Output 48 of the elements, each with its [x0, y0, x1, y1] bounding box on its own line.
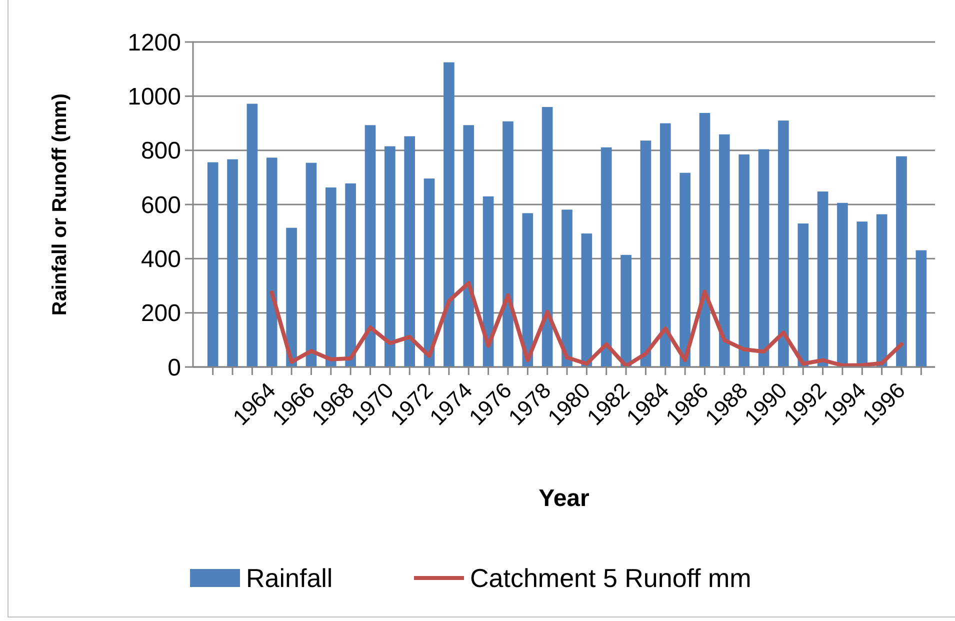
bar: [286, 228, 297, 367]
bar: [660, 123, 671, 367]
x-axis-title: Year: [538, 485, 590, 512]
bar: [266, 158, 278, 367]
bar: [463, 125, 474, 367]
bar: [718, 134, 730, 367]
bar: [916, 250, 927, 367]
bar: [680, 172, 690, 367]
bar: [562, 210, 572, 367]
line-series: [270, 281, 904, 368]
bar: [620, 254, 632, 367]
y-tick-label: 800: [140, 138, 181, 165]
bar: [404, 136, 416, 367]
y-tick-label: 600: [140, 192, 181, 219]
bar: [345, 183, 356, 367]
bar: [306, 162, 317, 367]
bar: [798, 223, 809, 367]
legend-label: Rainfall: [246, 563, 333, 594]
bar: [738, 154, 750, 367]
bar: [640, 140, 652, 367]
bar: [502, 121, 514, 367]
bar: [424, 178, 435, 367]
bar: [522, 213, 534, 367]
bar: [817, 192, 828, 367]
bar: [482, 196, 494, 367]
y-axis-title: Rainfall or Runoff (mm): [49, 93, 71, 316]
bar: [207, 162, 218, 367]
bar: [364, 125, 376, 367]
legend-label: Catchment 5 Runoff mm: [470, 563, 752, 594]
bar: [384, 146, 396, 367]
bar: [896, 156, 907, 367]
y-tick-label: 400: [140, 246, 181, 274]
bar: [227, 159, 238, 367]
bar: [444, 62, 454, 367]
bar: [778, 120, 789, 367]
y-tick-label: 200: [140, 300, 181, 328]
y-tick-label: 1200: [128, 29, 181, 56]
bar: [581, 233, 592, 367]
bar: [758, 149, 770, 367]
bar: [246, 104, 258, 367]
bar: [600, 147, 612, 367]
y-tick-label: 0: [168, 354, 181, 382]
bar: [325, 187, 336, 367]
y-tick-label: 1000: [128, 84, 181, 111]
bar: [699, 112, 710, 367]
bar: [542, 107, 553, 367]
bar: [876, 214, 888, 367]
bar: [837, 202, 848, 367]
